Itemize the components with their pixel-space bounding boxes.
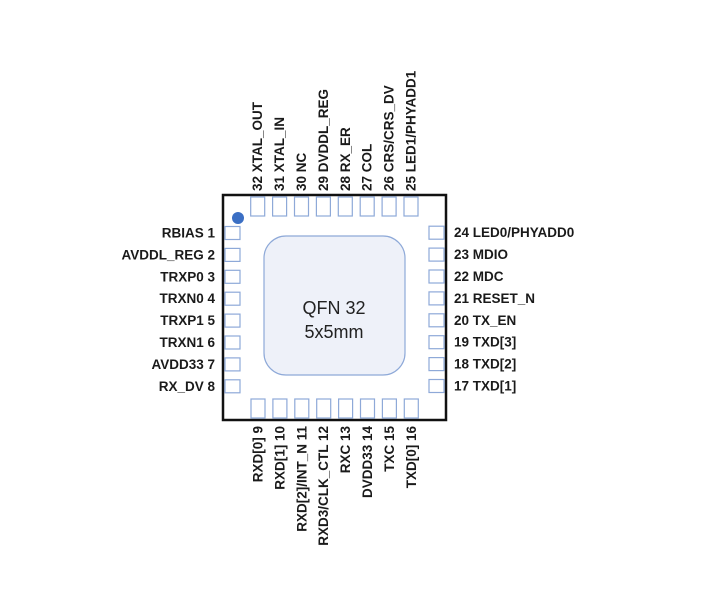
- pin-pad-15: [381, 398, 397, 419]
- pin-pad-9: [250, 398, 266, 419]
- pin-label-27: 27 COL: [360, 144, 375, 191]
- pin-pad-8: [224, 379, 241, 394]
- pin1-indicator-dot: [232, 212, 244, 224]
- pin-label-32: 32 XTAL_OUT: [250, 101, 265, 191]
- pin-pad-5: [224, 313, 241, 328]
- pin-label-30: 30 NC: [294, 152, 309, 191]
- pin-label-7: AVDD33 7: [151, 357, 215, 372]
- pin-label-31: 31 XTAL_IN: [272, 117, 287, 191]
- pin-label-28: 28 RX_ER: [338, 127, 353, 191]
- pin-pad-21: [428, 291, 445, 306]
- pin-pad-16: [403, 398, 419, 419]
- pin-pad-2: [224, 247, 241, 262]
- pin-pad-26: [381, 196, 397, 217]
- pin-label-1: RBIAS 1: [162, 226, 216, 241]
- pin-label-8: RX_DV 8: [159, 379, 216, 394]
- pin-pad-12: [316, 398, 332, 419]
- pin-label-18: 18 TXD[2]: [454, 357, 516, 372]
- pin-label-17: 17 TXD[1]: [454, 379, 516, 394]
- pin-label-5: TRXP1 5: [160, 313, 215, 328]
- die-pad: [263, 235, 406, 376]
- pin-label-9: RXD[0] 9: [251, 426, 266, 482]
- pin-pad-18: [428, 357, 445, 372]
- pin-pad-17: [428, 378, 445, 394]
- pin-label-25: 25 LED1/PHYADD1: [404, 70, 419, 191]
- package-name: QFN 32: [302, 298, 365, 318]
- pin-pad-27: [359, 196, 375, 217]
- pin-pad-32: [250, 196, 266, 217]
- pin-pad-10: [272, 398, 288, 419]
- pin-pad-24: [428, 225, 445, 240]
- pin-label-12: RXD3/CLK_CTL 12: [316, 426, 331, 546]
- pin-pad-6: [224, 335, 241, 350]
- pin-label-23: 23 MDIO: [454, 247, 508, 262]
- pin-label-21: 21 RESET_N: [454, 291, 535, 306]
- pin-pad-11: [294, 398, 310, 419]
- pin-pad-1: [224, 225, 241, 241]
- pin-label-11: RXD[2]/INT_N 11: [294, 426, 309, 532]
- pin-label-6: TRXN1 6: [159, 335, 215, 350]
- pin-pad-19: [428, 335, 445, 350]
- pin-pad-30: [293, 196, 310, 217]
- pin-label-20: 20 TX_EN: [454, 313, 516, 328]
- pin-label-19: 19 TXD[3]: [454, 335, 516, 350]
- pin-pad-20: [428, 313, 445, 328]
- pin-pad-23: [428, 247, 445, 262]
- pin-label-24: 24 LED0/PHYADD0: [454, 225, 574, 240]
- pin-pad-28: [337, 196, 353, 217]
- pin-label-29: 29 DVDDL_REG: [316, 89, 331, 191]
- pin-label-2: AVDDL_REG 2: [121, 247, 215, 262]
- pin-label-26: 26 CRS/CRS_DV: [382, 85, 397, 191]
- pin-label-3: TRXP0 3: [160, 269, 215, 284]
- pin-pad-29: [315, 196, 331, 217]
- pin-pad-4: [224, 291, 241, 306]
- pin-label-10: RXD[1] 10: [272, 426, 287, 490]
- pin-pad-14: [359, 398, 376, 419]
- package-size: 5x5mm: [304, 322, 363, 342]
- pin-label-16: TXD[0] 16: [404, 426, 419, 489]
- pin-label-22: 22 MDC: [454, 269, 504, 284]
- pin-pad-25: [403, 196, 419, 217]
- pin-pad-3: [224, 269, 241, 284]
- pin-pad-7: [224, 357, 241, 372]
- pin-pad-22: [428, 269, 445, 284]
- pin-label-14: DVDD33 14: [360, 426, 375, 499]
- pin-pad-13: [338, 398, 354, 419]
- pin-label-15: TXC 15: [382, 426, 397, 472]
- pin-label-13: RXC 13: [338, 426, 353, 474]
- pin-pad-31: [272, 196, 288, 217]
- pin-label-4: TRXN0 4: [159, 291, 215, 306]
